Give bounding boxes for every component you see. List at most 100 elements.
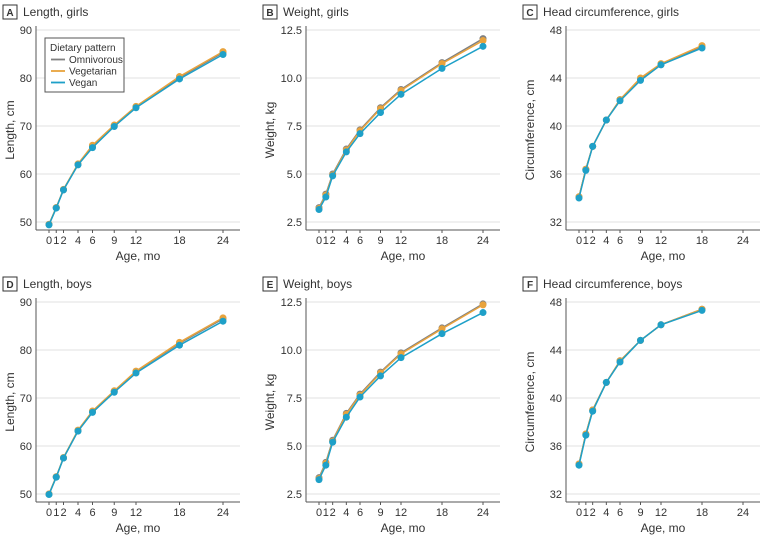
y-axis-label: Length, cm: [3, 372, 17, 431]
legend-entry-vegetarian: Vegetarian: [69, 67, 117, 78]
y-tick-label: 70: [20, 121, 32, 133]
y-tick-label: 2.5: [287, 489, 302, 501]
data-point-vegan: [438, 330, 446, 338]
x-tick-label: 0: [316, 507, 322, 519]
data-point-vegan: [575, 194, 583, 202]
y-tick-label: 40: [550, 121, 562, 133]
y-axis-label: Circumference, cm: [523, 352, 537, 453]
data-point-vegan: [132, 104, 140, 112]
x-tick-label: 12: [395, 235, 407, 247]
data-point-vegan: [176, 341, 183, 349]
x-tick-label: 0: [316, 235, 322, 247]
x-tick-label: 24: [217, 507, 229, 519]
data-point-vegan: [602, 116, 610, 124]
data-point-vegan: [698, 44, 706, 52]
x-axis-label: Age, mo: [381, 249, 426, 263]
y-tick-label: 12.5: [281, 25, 302, 37]
panel-title: Weight, boys: [283, 277, 352, 291]
series-line-vegetarian: [578, 308, 703, 465]
x-tick-label: 9: [377, 507, 383, 519]
data-point-vegan: [657, 61, 665, 69]
x-tick-label: 4: [343, 507, 349, 519]
x-tick-label: 18: [173, 235, 185, 247]
data-point-vegan: [582, 431, 590, 439]
data-point-vegan: [60, 454, 67, 462]
x-axis-label: Age, mo: [641, 249, 686, 263]
panel-letter: D: [6, 280, 13, 291]
series-line-vegan: [318, 311, 484, 480]
x-tick-label: 6: [617, 507, 623, 519]
x-tick-label: 24: [477, 507, 489, 519]
data-point-vegan: [589, 142, 597, 150]
data-point-vegan: [89, 144, 96, 152]
panel-letter: F: [527, 280, 533, 291]
data-point-vegan: [60, 186, 67, 194]
x-tick-label: 6: [89, 507, 95, 519]
y-tick-label: 2.5: [287, 217, 302, 229]
y-tick-label: 7.5: [287, 393, 302, 405]
panel-letter: C: [526, 8, 533, 19]
x-tick-label: 2: [330, 235, 336, 247]
panel-title: Length, girls: [23, 5, 88, 19]
x-tick-label: 9: [637, 235, 643, 247]
data-point-vegan: [322, 193, 330, 201]
y-tick-label: 60: [20, 169, 32, 181]
panel-letter-box: [522, 4, 538, 20]
data-point-vegan: [45, 490, 53, 498]
data-point-vegan: [616, 97, 624, 105]
y-tick-label: 90: [20, 297, 32, 309]
y-axis-label: Length, cm: [3, 100, 17, 159]
data-point-vegan: [329, 438, 337, 446]
series-line-omnivorous: [578, 308, 703, 465]
data-point-vegan: [616, 358, 624, 366]
series-line-omnivorous: [48, 318, 224, 495]
x-tick-label: 4: [603, 235, 609, 247]
x-tick-label: 6: [357, 507, 363, 519]
x-tick-label: 12: [130, 235, 142, 247]
y-tick-label: 60: [20, 441, 32, 453]
y-tick-label: 36: [550, 169, 562, 181]
x-tick-label: 24: [737, 507, 749, 519]
y-tick-label: 70: [20, 393, 32, 405]
data-point-vegan: [219, 317, 227, 325]
x-tick-label: 1: [583, 235, 589, 247]
panel-title: Length, boys: [23, 277, 92, 291]
panel-letter: E: [267, 280, 274, 291]
data-point-vegan: [438, 64, 446, 72]
x-tick-label: 24: [737, 235, 749, 247]
x-tick-label: 12: [655, 235, 667, 247]
y-axis-label: Weight, kg: [263, 102, 277, 158]
y-tick-label: 44: [550, 345, 562, 357]
series-line-vegetarian: [318, 39, 484, 209]
x-tick-label: 0: [46, 507, 52, 519]
panel-letter: A: [6, 8, 13, 19]
data-point-vegan: [397, 90, 405, 98]
x-tick-label: 1: [53, 235, 59, 247]
data-point-vegan: [698, 306, 706, 314]
y-tick-label: 44: [550, 73, 562, 85]
series-line-omnivorous: [318, 303, 484, 478]
data-point-vegan: [52, 204, 60, 212]
x-tick-label: 9: [637, 507, 643, 519]
y-tick-label: 36: [550, 441, 562, 453]
y-tick-label: 12.5: [281, 297, 302, 309]
panel-title: Weight, girls: [283, 5, 349, 19]
data-point-vegan: [479, 309, 487, 317]
y-axis-label: Weight, kg: [263, 374, 277, 430]
x-tick-label: 12: [130, 507, 142, 519]
x-tick-label: 18: [696, 507, 708, 519]
data-point-vegan: [322, 461, 330, 469]
data-point-vegan: [342, 148, 350, 156]
y-tick-label: 10.0: [281, 73, 302, 85]
x-tick-label: 1: [583, 507, 589, 519]
y-tick-label: 32: [550, 489, 562, 501]
data-point-vegan: [89, 408, 96, 416]
series-line-omnivorous: [318, 37, 484, 208]
